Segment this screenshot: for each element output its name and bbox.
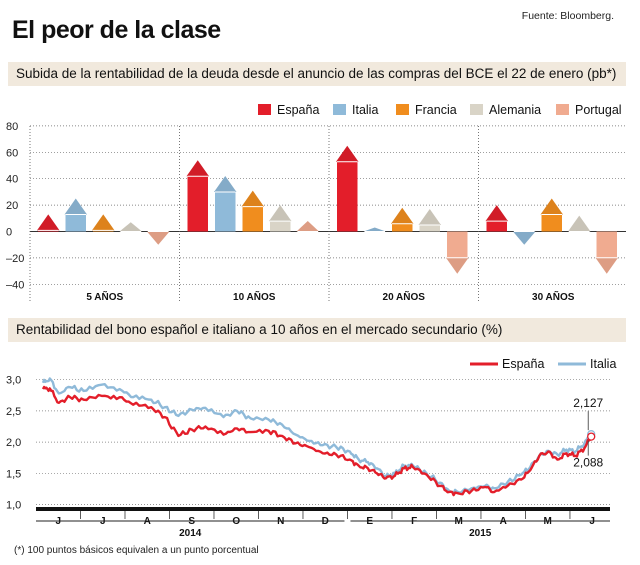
source-note: Fuente: Bloomberg. [521,10,614,22]
bar-alemania [270,221,291,232]
category-label: 10 AÑOS [233,290,276,303]
bar-francia [541,214,562,232]
y-tick-label: 40 [6,174,18,186]
legend-label: Francia [415,103,457,117]
legend-swatch-italia [333,104,346,115]
y-tick-label: 20 [6,200,18,212]
y-tick-label: 1,0 [6,500,21,512]
month-label: F [411,516,417,527]
bar-italia [65,214,86,232]
bar-head-españa [37,214,60,231]
bar-head-francia [540,198,563,215]
y-tick-label: 0 [6,227,12,239]
month-label: N [277,516,284,527]
month-label: O [232,516,240,527]
bar-head-españa [485,205,508,222]
bar-head-portugal [446,257,469,274]
bar-head-portugal [595,257,618,274]
end-marker-españa [587,432,596,441]
y-tick-label: 3,0 [6,375,21,387]
legend-label: España [502,357,544,371]
bar-head-francia [391,207,414,224]
bar-head-españa [186,160,209,177]
bar-alemania [419,225,440,232]
month-label: E [366,516,373,527]
bar-head-portugal [296,220,319,232]
month-label: J [589,516,595,527]
main-title: El peor de la clase [12,16,221,44]
month-label: J [55,516,61,527]
bar-portugal [596,231,617,258]
bar-españa [486,221,507,232]
bar-head-alemania [119,222,142,232]
y-tick-label: 2,5 [6,406,21,418]
series-line-españa [41,385,593,497]
bar-head-italia [363,227,386,232]
bar-portugal [447,231,468,258]
legend-swatch-españa [258,104,271,115]
month-label: J [100,516,106,527]
legend-label: España [277,103,319,117]
footnote: (*) 100 puntos básicos equivalen a un pu… [14,545,259,556]
bar-head-francia [241,190,264,207]
y-tick-label: –40 [6,279,24,291]
bar-head-italia [64,198,87,215]
annotation-label: 2,127 [573,396,603,410]
line-chart-header: Rentabilidad del bono español e italiano… [8,318,626,342]
bar-head-francia [92,214,115,231]
bar-head-alemania [568,215,591,232]
legend-label: Alemania [489,103,541,117]
legend-swatch-francia [396,104,409,115]
month-label: D [322,516,329,527]
bar-francia [392,223,413,232]
bar-head-portugal [147,231,170,245]
bar-chart-header: Subida de la rentabilidad de la deuda de… [8,62,626,86]
month-label: A [500,516,507,527]
x-axis-bar [36,507,610,511]
bar-españa [187,176,208,232]
bar-head-italia [513,231,536,245]
series-line-italia [41,377,593,495]
y-tick-label: 80 [6,121,18,133]
bar-italia [215,192,236,232]
bar-francia [93,230,114,232]
legend-label: Portugal [575,103,622,117]
bar-chart: 80 60 40 20 0 –20 –40 España Italia Francia Aleman… [6,103,626,303]
month-label: A [144,516,151,527]
bar-head-italia [214,176,237,193]
bar-chart-title: Subida de la rentabilidad de la deuda de… [16,66,617,81]
legend-label: Italia [590,357,616,371]
category-label: 20 AÑOS [383,290,426,303]
legend-swatch-alemania [470,104,483,115]
line-chart-title: Rentabilidad del bono español e italiano… [16,322,503,337]
bar-head-alemania [418,209,441,226]
annotation-label: 2,088 [573,456,603,470]
y-tick-label: 60 [6,147,18,159]
category-label: 30 AÑOS [532,290,575,303]
bar-head-españa [336,145,359,162]
line-chart: 3,0 2,5 2,0 1,5 1,0 España Italia 2,127 2,088 J J A… [6,357,616,539]
year-label: 2014 [179,528,202,539]
legend-swatch-portugal [556,104,569,115]
y-tick-label: 1,5 [6,468,21,480]
bar-españa [337,161,358,232]
month-label: M [455,516,463,527]
month-label: S [188,516,195,527]
legend-label: Italia [352,103,378,117]
y-tick-label: 2,0 [6,437,21,449]
bar-españa [38,230,59,232]
bar-francia [242,206,263,232]
y-tick-label: –20 [6,253,24,265]
year-label: 2015 [469,528,492,539]
bar-head-alemania [269,205,292,222]
month-label: M [544,516,552,527]
category-label: 5 AÑOS [86,290,123,303]
